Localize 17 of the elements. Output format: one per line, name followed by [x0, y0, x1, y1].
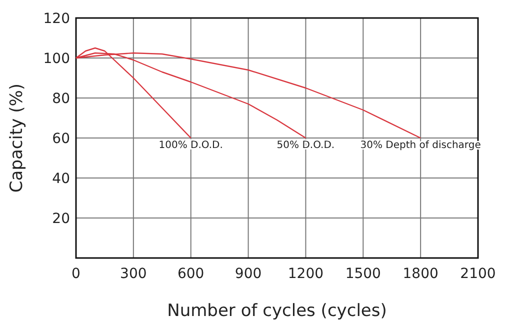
annotation: 100% D.O.D.	[158, 140, 223, 151]
y-tick-label: 20	[52, 210, 70, 227]
x-tick-label: 300	[120, 266, 147, 282]
y-tick-label: 60	[52, 130, 70, 147]
x-tick-label: 900	[234, 266, 262, 282]
y-tick-label: 120	[43, 10, 70, 27]
x-tick-label: 0	[72, 266, 80, 282]
x-tick-label: 2100	[460, 266, 496, 282]
y-tick-label: 40	[52, 170, 70, 187]
y-tick-label: 100	[43, 50, 70, 67]
y-axis-title: Capacity (%)	[7, 83, 27, 193]
x-tick-label: 1200	[288, 266, 324, 282]
x-tick-label: 1500	[345, 266, 381, 282]
y-tick-label: 80	[52, 90, 70, 107]
x-tick-label: 600	[177, 266, 204, 282]
x-axis-title: Number of cycles (cycles)	[167, 301, 387, 321]
x-tick-label: 1800	[402, 266, 438, 282]
